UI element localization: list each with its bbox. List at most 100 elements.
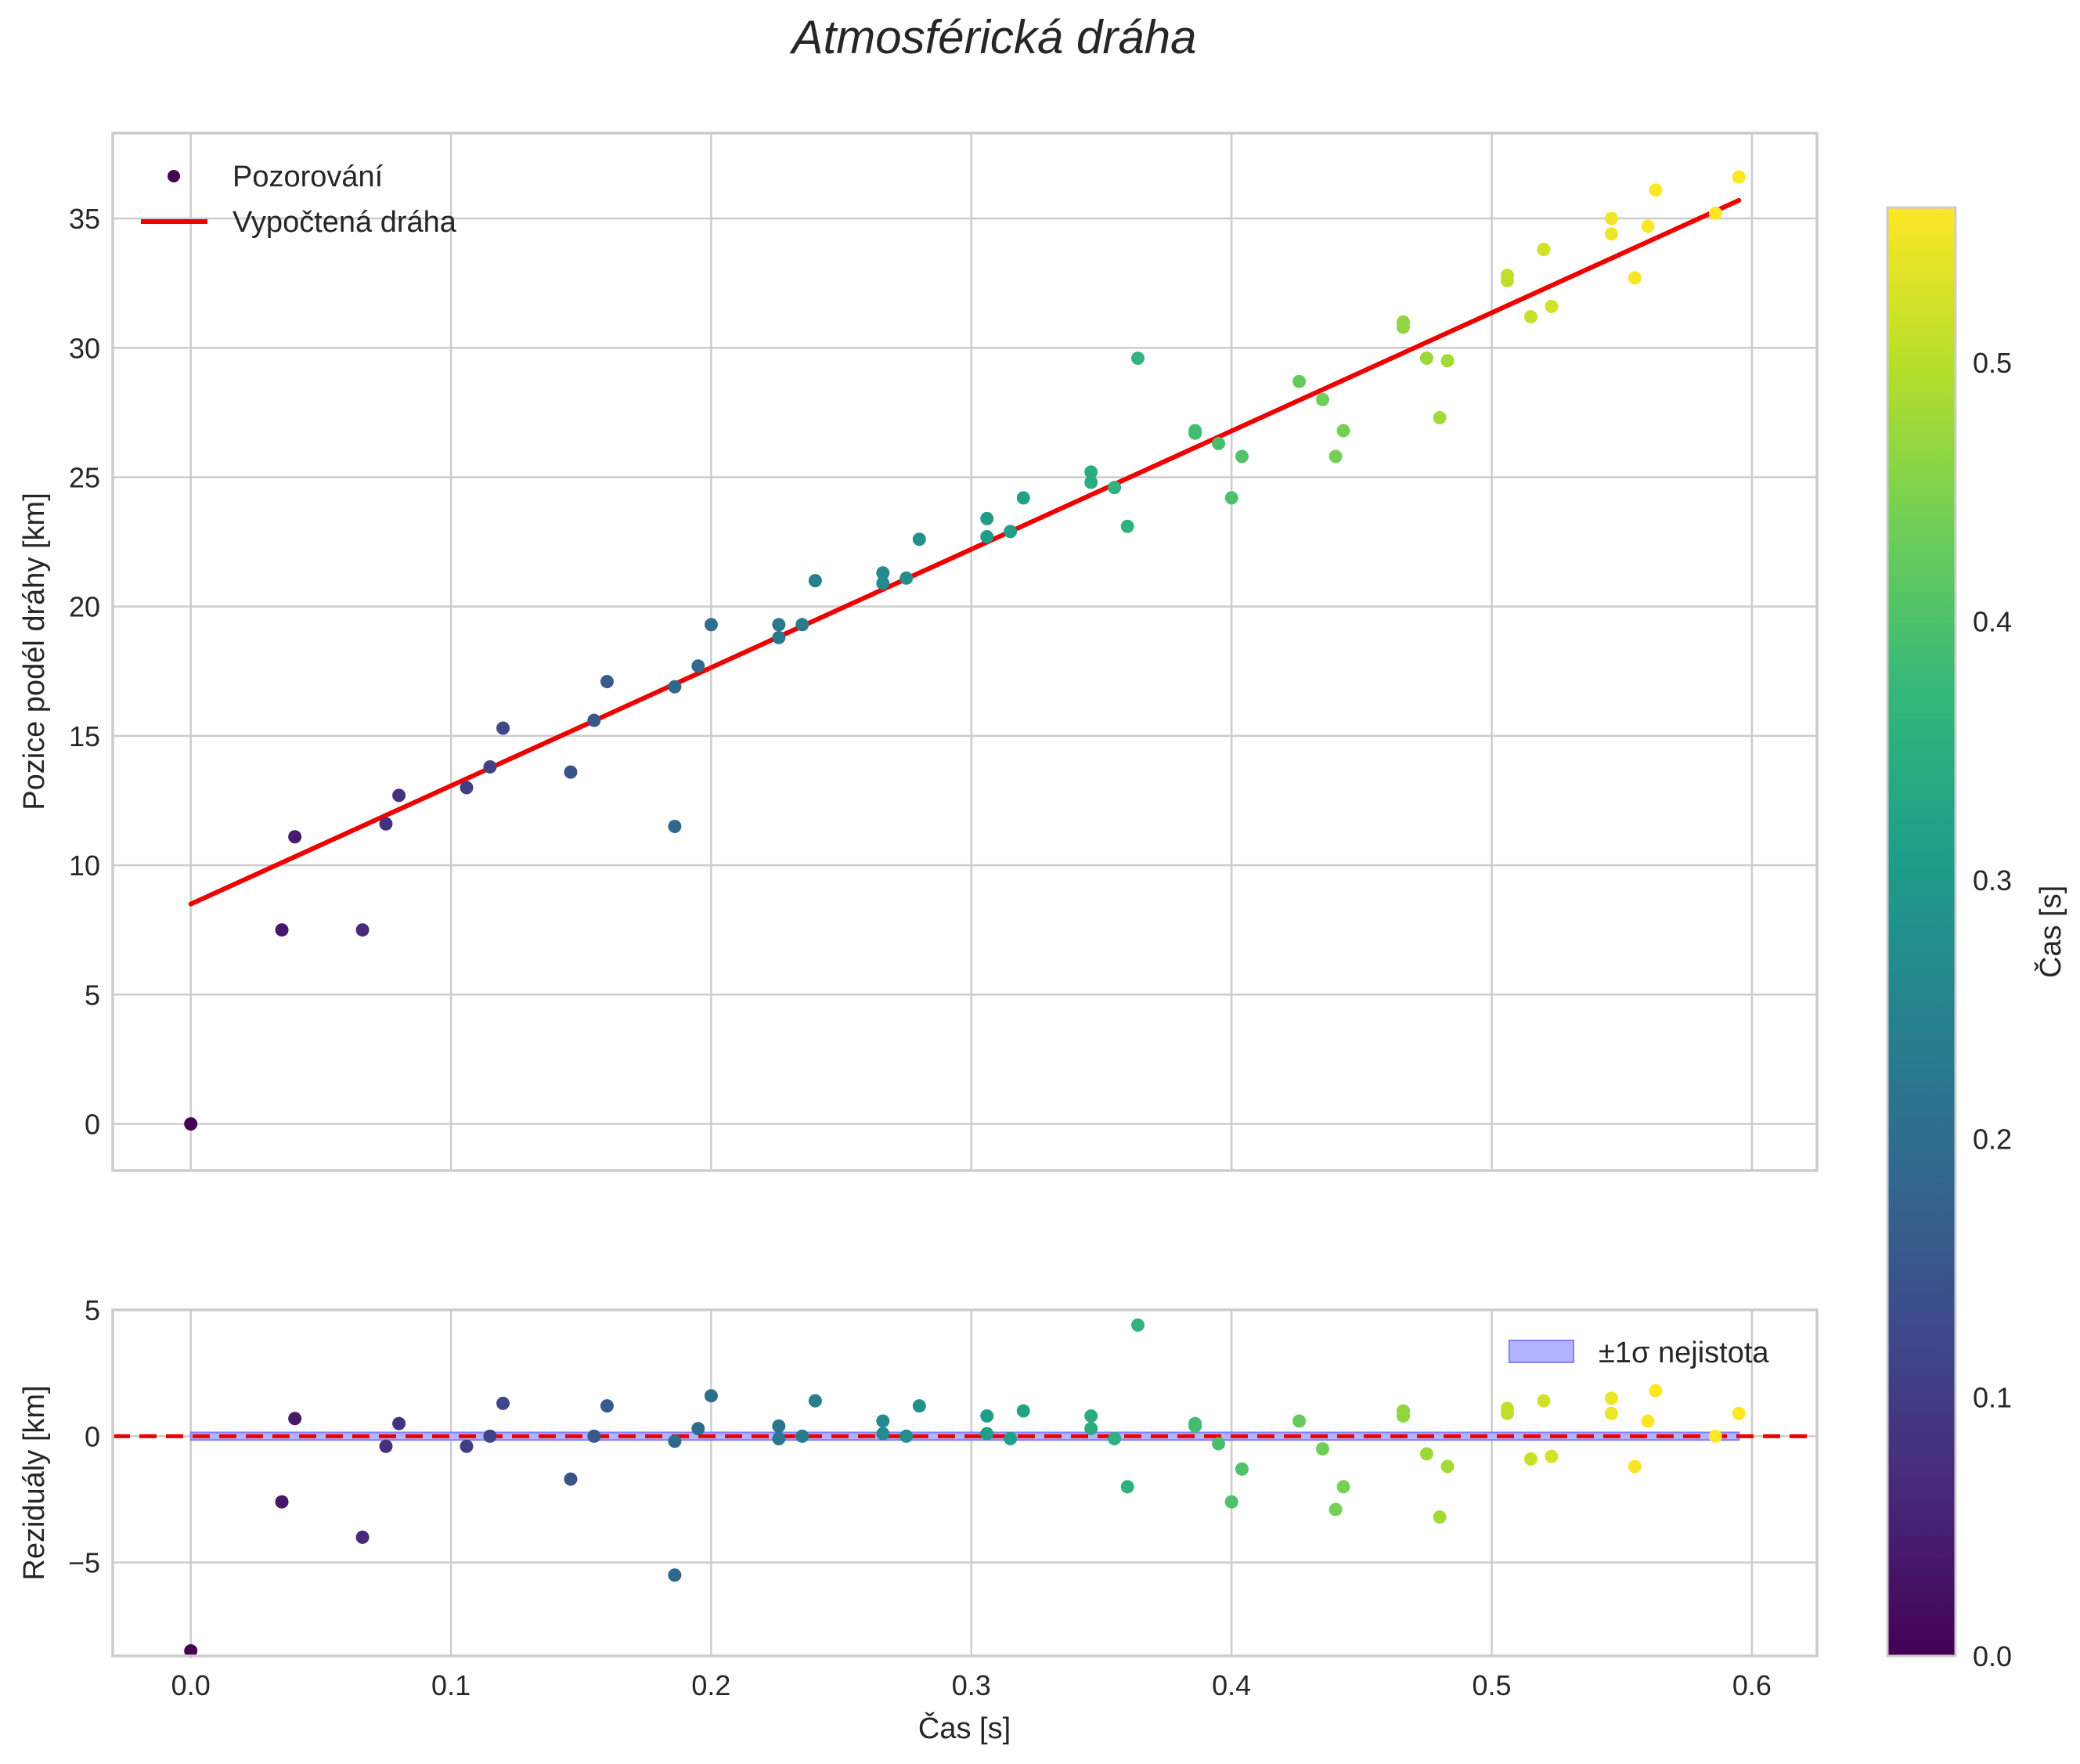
residual-point [1419, 1447, 1433, 1461]
residual-point [1084, 1422, 1098, 1436]
observation-point [808, 574, 822, 588]
residual-point [1732, 1406, 1746, 1420]
residual-point [1131, 1318, 1145, 1332]
residual-point [876, 1414, 890, 1428]
x-tick-label: 0.5 [1473, 1669, 1512, 1701]
observation-point [1604, 227, 1618, 241]
y-tick-label: 5 [85, 1294, 100, 1326]
residual-point [1108, 1432, 1122, 1446]
legend-band-swatch [1509, 1340, 1574, 1363]
residual-point [1641, 1414, 1655, 1428]
residual-point [1188, 1419, 1202, 1433]
residual-point [912, 1399, 926, 1413]
y-tick-label: 30 [69, 332, 100, 364]
main-grid [113, 133, 1817, 1171]
main-points [184, 170, 1746, 1131]
residual-point [379, 1439, 393, 1453]
observation-point [392, 788, 406, 803]
residual-point [1433, 1510, 1447, 1524]
fit-line-group [188, 197, 1742, 907]
observation-point [980, 511, 994, 525]
residual-point [899, 1429, 914, 1443]
observation-point [1537, 243, 1551, 257]
observation-point [1108, 481, 1122, 495]
residual-point [1235, 1462, 1249, 1476]
residual-point [1328, 1502, 1343, 1517]
residual-points [184, 1318, 1746, 1658]
observation-point [1440, 354, 1455, 368]
y-tick-label: −5 [68, 1547, 100, 1579]
observation-point [483, 760, 497, 774]
residual-point [1500, 1406, 1514, 1420]
residual-point [668, 1434, 682, 1448]
main-plot: 0 5 10 15 20 25 30 35 Pozice podél dráhy [km] P… [18, 132, 1819, 1172]
residual-point [1292, 1414, 1307, 1428]
observation-point [668, 820, 682, 834]
residual-point [1397, 1409, 1411, 1423]
residual-point [1084, 1409, 1098, 1423]
residual-point [564, 1472, 578, 1486]
residual-point [1604, 1406, 1618, 1420]
observation-point [1212, 437, 1226, 451]
residual-point [1523, 1452, 1537, 1466]
residual-point [795, 1429, 809, 1443]
observation-point [899, 571, 914, 585]
x-axis-label: Čas [s] [918, 1711, 1011, 1745]
y-tick-label: 10 [69, 850, 100, 882]
residual-point [980, 1409, 994, 1423]
observation-point [772, 618, 786, 632]
observation-point [1523, 310, 1537, 324]
residual-point [392, 1416, 406, 1430]
observation-point [1604, 211, 1618, 225]
residual-point [772, 1432, 786, 1446]
x-tick-label: 0.2 [691, 1669, 730, 1701]
observation-point [1500, 273, 1514, 287]
residual-point [600, 1399, 614, 1413]
residual-point [1016, 1404, 1030, 1418]
observation-point [1628, 271, 1642, 285]
observation-point [1708, 206, 1722, 220]
legend-observation-marker [168, 170, 180, 182]
observation-point [587, 713, 601, 727]
observation-point [1397, 320, 1411, 334]
residual-point [808, 1394, 822, 1408]
legend-band-label: ±1σ nejistota [1599, 1337, 1769, 1369]
fit-line [188, 197, 1742, 907]
residual-point [1628, 1459, 1642, 1474]
residual-point [587, 1429, 601, 1443]
colorbar-tick-label: 0.3 [1973, 864, 2012, 896]
residual-point [1708, 1429, 1722, 1443]
observation-point [1433, 410, 1447, 424]
observation-point [1328, 449, 1343, 464]
residual-point [1004, 1432, 1018, 1446]
observation-point [379, 817, 393, 831]
y-tick-label: 0 [85, 1109, 100, 1141]
main-y-label: Pozice podél dráhy [km] [18, 492, 51, 810]
residual-y-ticks: −5 0 5 [68, 1294, 100, 1579]
colorbar-tick-label: 0.2 [1973, 1123, 2012, 1155]
observation-point [876, 576, 890, 590]
observation-point [1545, 299, 1559, 313]
observation-point [1419, 351, 1433, 365]
observation-point [772, 630, 786, 644]
observation-point [1084, 475, 1098, 489]
residual-point [184, 1644, 198, 1658]
observation-point [1292, 374, 1307, 388]
observation-point [795, 618, 809, 632]
y-tick-label: 35 [69, 203, 100, 235]
x-tick-label: 0.1 [431, 1669, 470, 1701]
colorbar-tick-label: 0.4 [1973, 606, 2012, 638]
observation-point [1336, 424, 1350, 438]
main-y-ticks: 0 5 10 15 20 25 30 35 [69, 203, 100, 1140]
residual-point [1545, 1449, 1559, 1463]
observation-point [1131, 351, 1145, 365]
residual-point [1316, 1441, 1330, 1456]
residual-point [876, 1427, 890, 1441]
observation-point [288, 830, 302, 844]
residual-point [668, 1568, 682, 1582]
observation-point [564, 765, 578, 779]
residual-point [275, 1495, 289, 1509]
observation-point [1120, 519, 1134, 533]
main-legend: Pozorování Vypočtená dráha [141, 161, 457, 239]
